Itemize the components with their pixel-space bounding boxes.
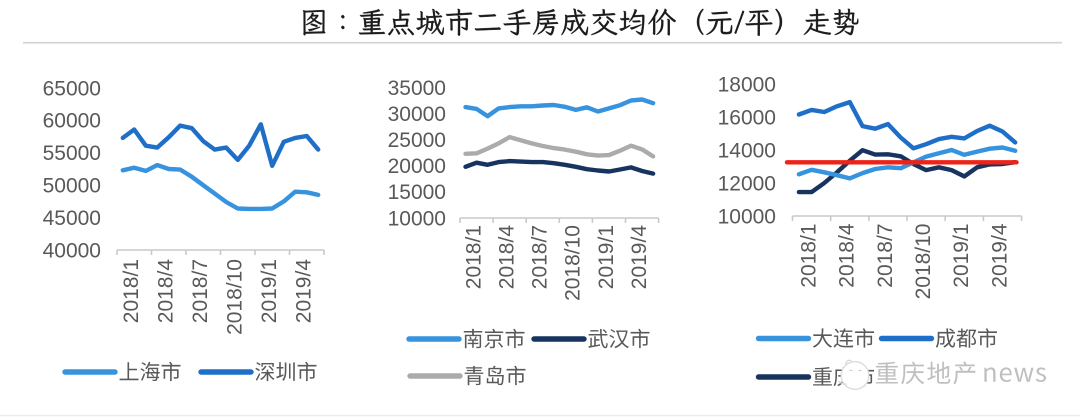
svg-text:12000: 12000 (718, 172, 776, 195)
svg-text:2019/1: 2019/1 (595, 225, 618, 289)
svg-text:2018/1: 2018/1 (797, 224, 820, 288)
svg-text:35000: 35000 (388, 77, 446, 100)
svg-text:2018/10: 2018/10 (912, 224, 935, 300)
svg-text:20000: 20000 (388, 155, 446, 178)
svg-text:55000: 55000 (43, 142, 101, 165)
svg-text:15000: 15000 (388, 181, 446, 204)
svg-text:2018/1: 2018/1 (120, 259, 143, 323)
svg-text:2018/7: 2018/7 (529, 225, 552, 289)
svg-text:2018/4: 2018/4 (495, 225, 518, 290)
svg-text:2018/10: 2018/10 (224, 259, 247, 335)
svg-text:2018/7: 2018/7 (189, 259, 212, 323)
svg-text:14000: 14000 (718, 139, 776, 162)
svg-text:2018/10: 2018/10 (562, 225, 585, 301)
svg-text:25000: 25000 (388, 129, 446, 152)
svg-text:18000: 18000 (718, 73, 776, 96)
svg-text:2019/4: 2019/4 (628, 225, 651, 290)
svg-text:2018/7: 2018/7 (874, 224, 897, 288)
svg-text:45000: 45000 (43, 207, 101, 230)
svg-text:2019/4: 2019/4 (988, 223, 1011, 288)
svg-text:16000: 16000 (718, 106, 776, 129)
svg-text:10000: 10000 (388, 207, 446, 230)
svg-text:30000: 30000 (388, 103, 446, 126)
svg-text:2019/1: 2019/1 (950, 224, 973, 288)
svg-text:60000: 60000 (43, 110, 101, 133)
svg-text:2019/4: 2019/4 (293, 259, 316, 324)
svg-text:2018/4: 2018/4 (836, 223, 859, 288)
svg-text:2018/1: 2018/1 (462, 225, 485, 289)
svg-text:50000: 50000 (43, 175, 101, 198)
svg-text:40000: 40000 (43, 239, 101, 262)
svg-text:10000: 10000 (718, 205, 776, 228)
svg-text:2019/1: 2019/1 (258, 259, 281, 323)
svg-text:2018/4: 2018/4 (155, 259, 178, 324)
svg-text:65000: 65000 (43, 77, 101, 100)
